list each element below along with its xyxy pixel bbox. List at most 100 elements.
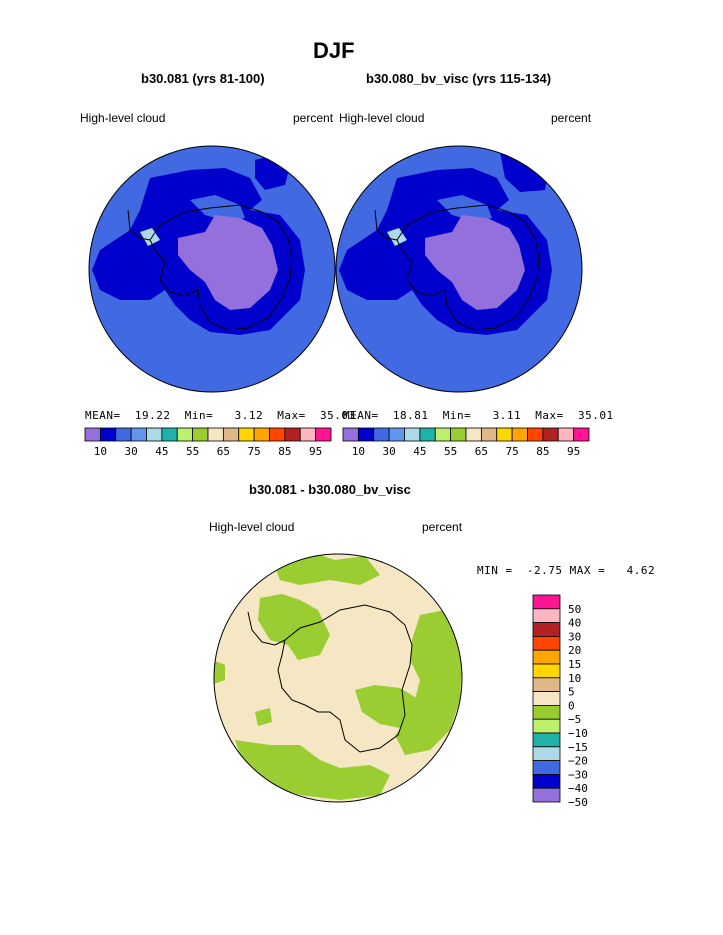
colorbar-swatch [373, 427, 390, 442]
left-colorbar: 10 30 45 55 65 75 85 95 [84, 427, 332, 458]
right-coast [374, 204, 540, 331]
left-purple-region [178, 215, 278, 310]
colorbar-swatch [532, 732, 561, 748]
colorbar-swatch [315, 427, 332, 442]
right-blue-hole [437, 195, 492, 222]
colorbar-swatch [238, 427, 255, 442]
colorbar-swatch [532, 774, 561, 789]
figure-title: DJF [313, 38, 355, 63]
colorbar-tick-label: 65 [217, 445, 230, 458]
colorbar-tick-label: −50 [568, 796, 588, 809]
left-blue-hole [190, 195, 245, 222]
colorbar-swatch [532, 718, 561, 734]
colorbar-tick-label: 15 [568, 658, 581, 671]
colorbar-tick-label: 75 [506, 445, 519, 458]
colorbar-swatch [404, 427, 421, 442]
colorbar-swatch [532, 705, 561, 720]
colorbar-swatch [146, 427, 163, 442]
colorbar-swatch [573, 427, 590, 442]
colorbar-swatch [222, 427, 240, 442]
left-stats-label: MEAN= 19.22 Min= 3.12 Max= 35.03 [85, 409, 356, 422]
diff-green-small [255, 708, 272, 726]
left-units-label: percent [293, 111, 334, 125]
colorbar-swatch [532, 787, 561, 803]
diff-green-left [258, 594, 330, 660]
colorbar-tick-label: −40 [568, 782, 588, 795]
colorbar-swatch [207, 427, 224, 442]
colorbar-tick-label: 10 [568, 672, 581, 685]
colorbar-tick-label: 10 [352, 445, 365, 458]
colorbar-swatch [99, 427, 117, 442]
left-coast [127, 204, 293, 331]
colorbar-tick-label: 20 [568, 644, 581, 657]
colorbar-swatch [532, 622, 561, 637]
colorbar-tick-label: 55 [444, 445, 457, 458]
right-map-border [335, 145, 583, 393]
colorbar-swatch [253, 427, 270, 442]
colorbar-tick-label: −15 [568, 741, 588, 754]
diff-coast [247, 604, 413, 753]
diff-units-label: percent [422, 520, 463, 534]
colorbar-swatch [342, 427, 359, 442]
diff-stats-label: MIN = -2.75 MAX = 4.62 [477, 564, 656, 577]
right-purple-region [425, 215, 525, 310]
colorbar-tick-label: 75 [248, 445, 261, 458]
colorbar-swatch [557, 427, 575, 442]
colorbar-swatch [419, 427, 436, 442]
colorbar-tick-label: 30 [568, 630, 581, 643]
left-field-label: High-level cloud [80, 111, 166, 125]
colorbar-swatch [527, 427, 544, 442]
colorbar-tick-label: −20 [568, 755, 588, 768]
colorbar-tick-label: 50 [568, 603, 581, 616]
colorbar-tick-label: 40 [568, 617, 581, 630]
colorbar-swatch [496, 427, 513, 442]
colorbar-tick-label: 0 [568, 699, 575, 712]
colorbar-swatch [84, 427, 101, 442]
colorbar-tick-label: 10 [94, 445, 107, 458]
colorbar-swatch [192, 427, 209, 442]
right-units-label: percent [551, 111, 592, 125]
right-map [335, 145, 583, 393]
colorbar-swatch [434, 427, 452, 442]
colorbar-swatch [532, 677, 561, 692]
diff-field-label: High-level cloud [209, 520, 295, 534]
colorbar-swatch [269, 427, 286, 442]
right-colorbar: 10 30 45 55 65 75 85 95 [342, 427, 590, 458]
colorbar-swatch [450, 427, 467, 442]
colorbar-tick-label: 85 [278, 445, 291, 458]
left-map [88, 145, 336, 393]
colorbar-swatch [532, 649, 561, 665]
colorbar-swatch [465, 427, 482, 442]
colorbar-swatch [176, 427, 194, 442]
colorbar-swatch [532, 636, 561, 651]
diff-green-far-left [214, 660, 225, 684]
colorbar-swatch [532, 746, 561, 761]
colorbar-swatch [532, 608, 561, 623]
colorbar-tick-label: 45 [155, 445, 168, 458]
right-field-label: High-level cloud [339, 111, 425, 125]
colorbar-swatch [532, 691, 561, 706]
left-case-title: b30.081 (yrs 81-100) [141, 71, 265, 86]
diff-map [213, 553, 463, 803]
right-stats-label: MEAN= 18.81 Min= 3.11 Max= 35.01 [343, 409, 614, 422]
colorbar-tick-label: 30 [383, 445, 396, 458]
colorbar-tick-label: −10 [568, 727, 588, 740]
diff-title: b30.081 - b30.080_bv_visc [249, 482, 411, 497]
colorbar-tick-label: 95 [309, 445, 322, 458]
right-case-title: b30.080_bv_visc (yrs 115-134) [366, 71, 552, 86]
colorbar-swatch [532, 594, 561, 610]
colorbar-swatch [480, 427, 498, 442]
colorbar-tick-label: 85 [536, 445, 549, 458]
colorbar-swatch [511, 427, 528, 442]
colorbar-tick-label: 55 [186, 445, 199, 458]
diff-map-border [213, 553, 463, 803]
left-map-border [88, 145, 336, 393]
colorbar-tick-label: 30 [125, 445, 138, 458]
colorbar-swatch [284, 427, 301, 442]
colorbar-swatch [115, 427, 132, 442]
colorbar-swatch [532, 663, 561, 679]
colorbar-tick-label: 5 [568, 686, 575, 699]
colorbar-tick-label: −5 [568, 713, 581, 726]
